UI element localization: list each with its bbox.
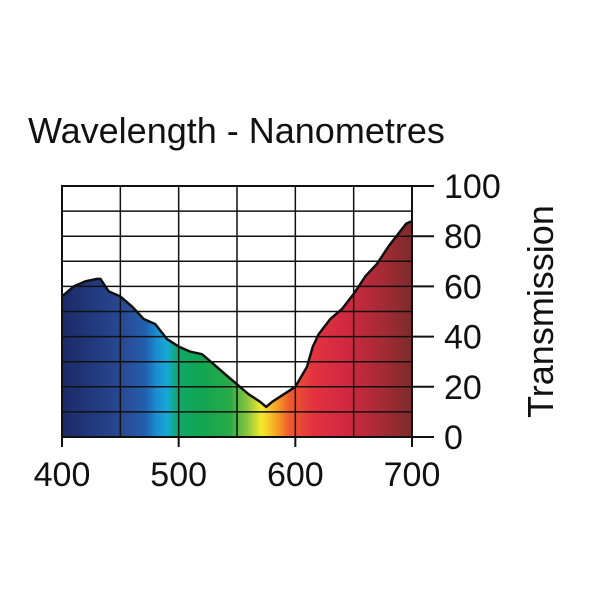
y-tick-label: 100 — [444, 168, 501, 206]
y-tick-label: 0 — [444, 419, 463, 457]
y-axis-label: Transmission — [520, 205, 561, 418]
chart-title: Wavelength - Nanometres — [28, 110, 445, 151]
transmission-area — [62, 221, 412, 437]
plot-frame — [61, 185, 413, 438]
y-axis-ticks: 0 20 40 60 80 100 — [412, 168, 501, 457]
y-tick-label: 60 — [444, 268, 482, 306]
y-tick-label: 20 — [444, 369, 482, 407]
x-tick-label: 500 — [150, 456, 207, 494]
y-tick-label: 80 — [444, 218, 482, 256]
transmission-line — [61, 219, 413, 409]
x-axis-ticks: 400 500 600 700 — [34, 437, 441, 494]
y-tick-label: 40 — [444, 319, 482, 357]
x-tick-label: 600 — [267, 456, 324, 494]
grid-lines — [62, 186, 412, 437]
x-tick-label: 700 — [384, 456, 441, 494]
x-tick-label: 400 — [34, 456, 91, 494]
